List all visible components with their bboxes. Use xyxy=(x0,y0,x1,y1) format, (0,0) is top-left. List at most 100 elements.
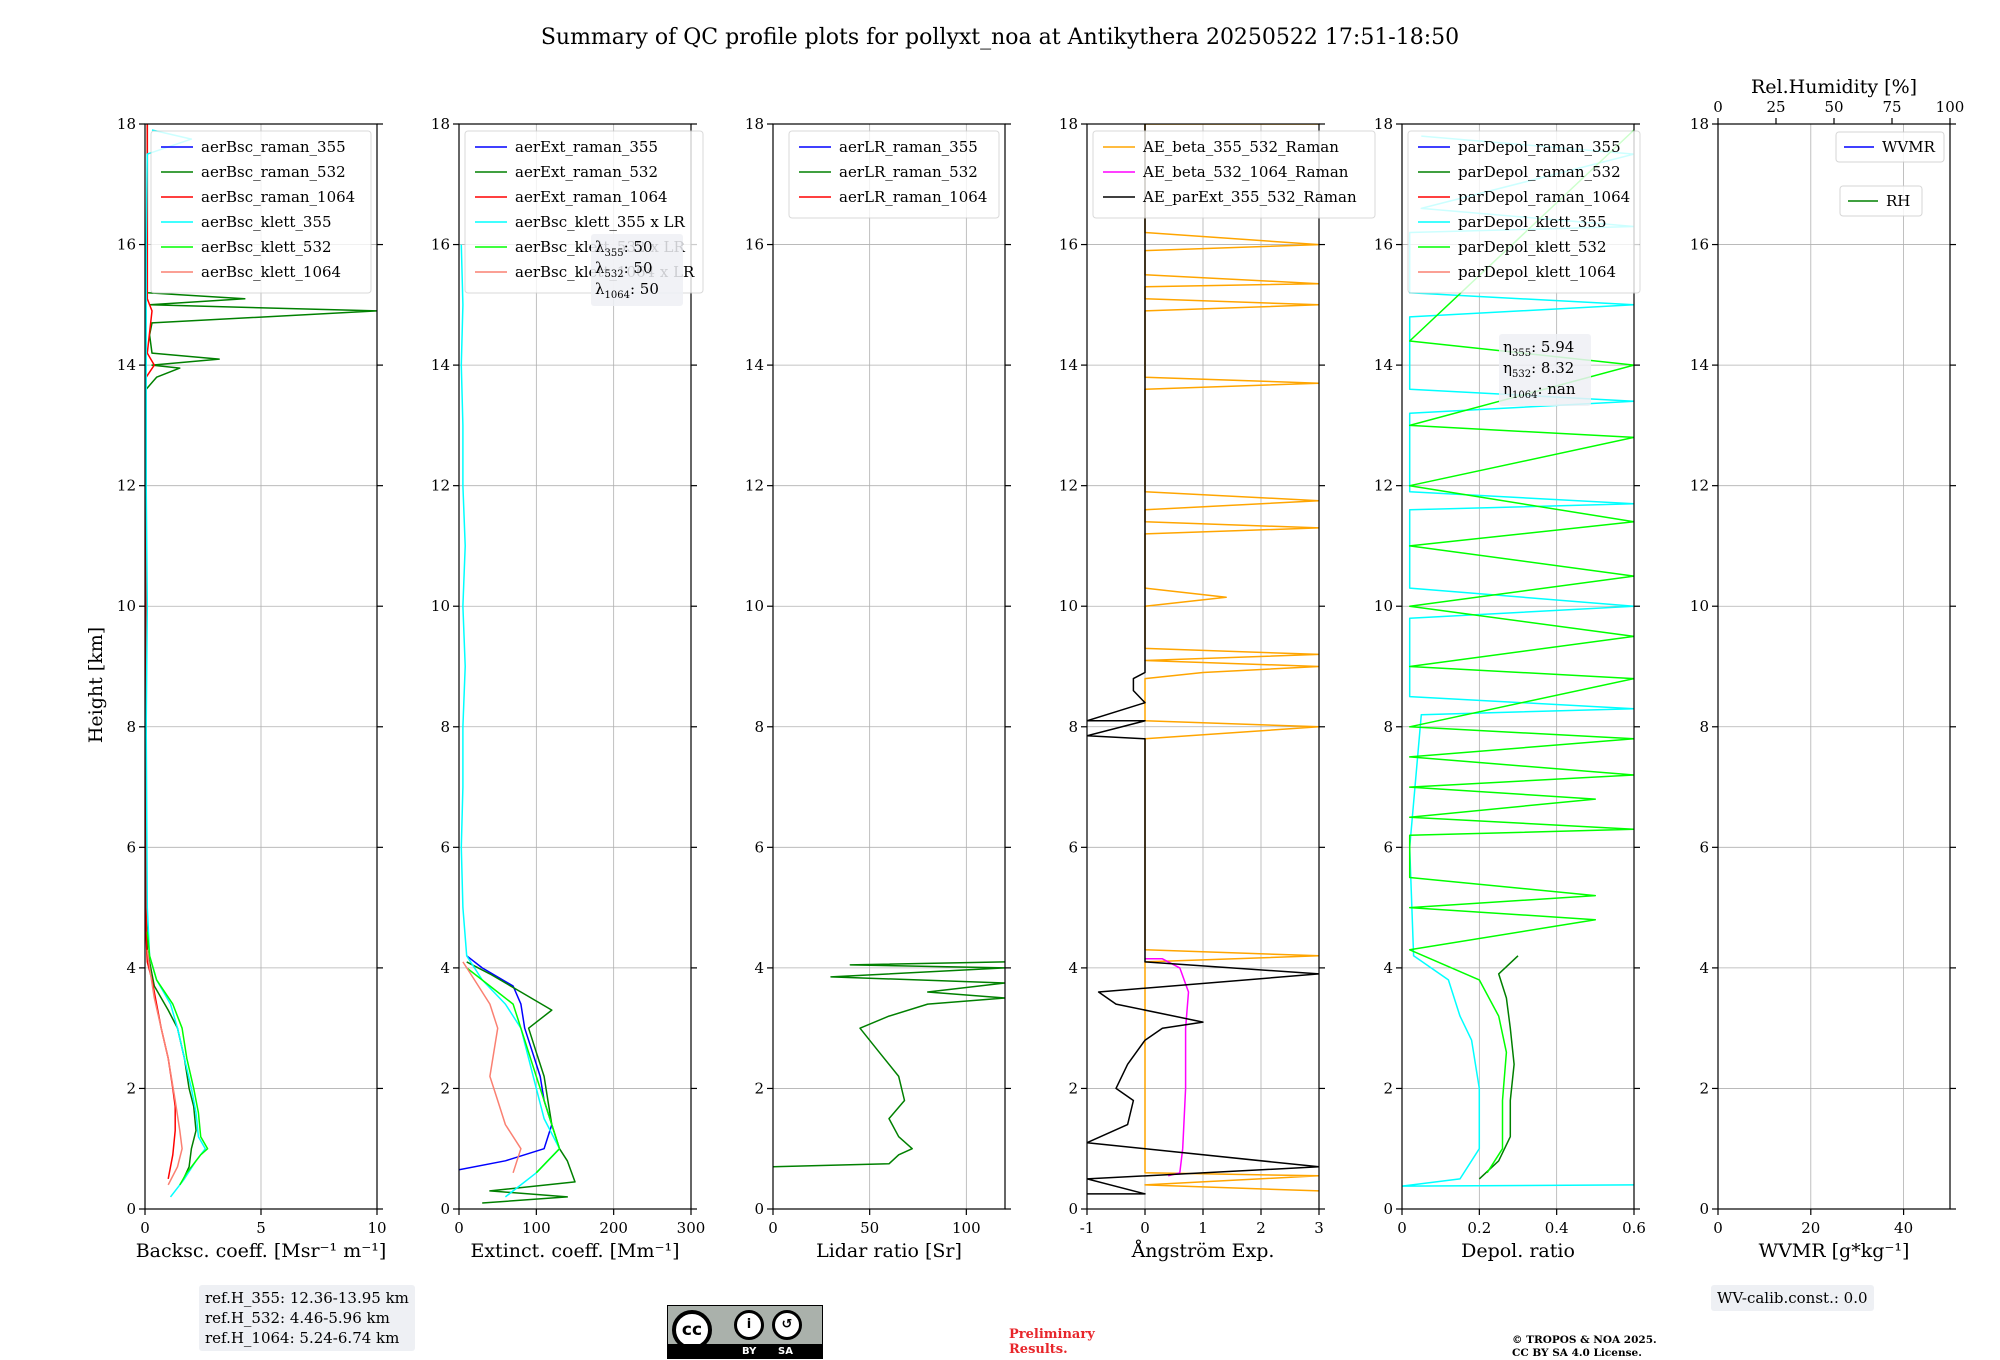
x-tick-label: 0.4 xyxy=(1545,1219,1569,1237)
y-tick-label: 2 xyxy=(1699,1079,1709,1097)
y-tick-label: 16 xyxy=(1059,236,1078,254)
legend-label: parDepol_raman_532 xyxy=(1458,163,1621,181)
y-tick-label: 12 xyxy=(1059,477,1078,495)
series-line-aerBsc_klett_532 x LR xyxy=(466,967,561,1174)
series-line-AE_beta_355_532_Raman xyxy=(1144,124,1319,1192)
y-tick-label: 10 xyxy=(1374,597,1393,615)
panel-extinction: 0 100 200 300 0 2 4 6 8 10 12 14 16 18 Extinct. coeff.… xyxy=(431,115,705,1262)
y-tick-label: 2 xyxy=(440,1079,450,1097)
annotation-text: λ1064: 50 xyxy=(595,280,659,301)
x-tick-label: 20 xyxy=(1801,1219,1820,1237)
top-x-tick-label: 25 xyxy=(1766,98,1785,116)
y-tick-label: 4 xyxy=(754,959,764,977)
y-tick-label: 14 xyxy=(1374,356,1393,374)
series-line-parDepol_raman_532 xyxy=(1478,955,1519,1180)
y-tick-label: 10 xyxy=(117,597,136,615)
x-tick-label: 100 xyxy=(522,1219,551,1237)
x-tick-label: 0 xyxy=(140,1219,150,1237)
y-tick-label: 6 xyxy=(126,838,136,856)
x-tick-label: 0 xyxy=(1140,1219,1150,1237)
x-tick-label: 0 xyxy=(1397,1219,1407,1237)
y-tick-label: 4 xyxy=(1068,959,1078,977)
legend-label: parDepol_klett_1064 xyxy=(1458,263,1616,281)
legend-label: aerBsc_raman_355 xyxy=(201,138,346,156)
y-tick-label: 2 xyxy=(754,1079,764,1097)
panel-backscatter: 0 5 10 0 2 4 6 8 10 12 14 16 18 Backsc. coeff. [Msr⁻¹… xyxy=(117,115,387,1262)
y-tick-label: 12 xyxy=(431,477,450,495)
legend-label: aerBsc_klett_532 xyxy=(201,238,332,256)
copyright-line-2: CC BY SA 4.0 License. xyxy=(1512,1347,1642,1359)
y-tick-label: 4 xyxy=(126,959,136,977)
y-tick-label: 0 xyxy=(1068,1200,1078,1218)
cc-by-sa-icon: cc i ↺ BY SA xyxy=(667,1305,823,1359)
x-tick-label: 5 xyxy=(256,1219,266,1237)
annotation-text: λ355: 50 xyxy=(595,238,653,259)
share-alike-icon: ↺ xyxy=(772,1310,802,1340)
panel-lidar_ratio: 0 50 100 0 2 4 6 8 10 12 14 16 18 Lidar ratio [Sr] aer… xyxy=(745,115,1011,1262)
legend-label: parDepol_raman_1064 xyxy=(1458,188,1630,206)
y-tick-label: 12 xyxy=(1690,477,1709,495)
x-tick-label: 0.2 xyxy=(1467,1219,1491,1237)
series-line-aerBsc_klett_532 xyxy=(146,931,209,1186)
x-axis-label: WVMR [g*kg⁻¹] xyxy=(1759,1240,1910,1262)
legend-label: aerLR_raman_1064 xyxy=(839,188,987,206)
series-line-aerExt_raman_532 xyxy=(466,961,576,1204)
y-tick-label: 18 xyxy=(1690,115,1709,133)
series-line-aerBsc_klett_1064 x LR xyxy=(462,961,522,1174)
y-tick-label: 2 xyxy=(126,1079,136,1097)
x-axis-label: Lidar ratio [Sr] xyxy=(816,1240,962,1262)
y-tick-label: 6 xyxy=(754,838,764,856)
figure-title: Summary of QC profile plots for pollyxt_… xyxy=(541,25,1459,50)
series-group xyxy=(1087,124,1319,1195)
legend: aerLR_raman_355 aerLR_raman_532 aerLR_rama… xyxy=(788,130,1000,219)
by-person-icon: i xyxy=(734,1310,764,1340)
legend: aerBsc_raman_355 aerBsc_raman_532 aerBsc_r… xyxy=(150,130,372,294)
y-tick-label: 18 xyxy=(1059,115,1078,133)
y-tick-label: 6 xyxy=(440,838,450,856)
copyright-note: © TROPOS & NOA 2025. CC BY SA 4.0 Licens… xyxy=(1512,1334,1657,1360)
ref-height-532: ref.H_532: 4.46-5.96 km xyxy=(205,1309,390,1327)
grid-lines xyxy=(1717,123,1950,1210)
top-x-tick-label: 100 xyxy=(1936,98,1965,116)
cc-label: cc xyxy=(672,1310,712,1350)
legend-label: aerBsc_raman_532 xyxy=(201,163,346,181)
annotation-bg xyxy=(1499,334,1591,406)
y-axis-label: Height [km] xyxy=(85,627,107,743)
y-tick-label: 18 xyxy=(117,115,136,133)
top-x-tick-label: 50 xyxy=(1824,98,1843,116)
legend-label: aerLR_raman_532 xyxy=(839,163,978,181)
y-tick-label: 6 xyxy=(1383,838,1393,856)
legend-label: aerExt_raman_355 xyxy=(515,138,658,156)
legend-label: aerBsc_klett_1064 xyxy=(201,263,341,281)
annotation-text: η355: 5.94 xyxy=(1503,338,1574,359)
series-line-parDepol_klett_355 xyxy=(1402,135,1634,1187)
legend-box xyxy=(1407,130,1641,294)
legend-label: AE_beta_532_1064_Raman xyxy=(1142,163,1349,181)
ticks xyxy=(139,123,383,1215)
y-tick-label: 10 xyxy=(1690,597,1709,615)
legend-box xyxy=(788,130,1000,219)
reference-heights-box: ref.H_355: 12.36-13.95 km ref.H_532: 4.4… xyxy=(199,1285,415,1351)
wv-calibration-box: WV-calib.const.: 0.0 xyxy=(1711,1285,1874,1311)
ticks xyxy=(767,123,1011,1215)
panel-depol: 0 0.2 0.4 0.6 0 2 4 6 8 10 12 14 16 18 Depol. ratio par… xyxy=(1374,115,1646,1262)
y-tick-label: 14 xyxy=(745,356,764,374)
grid-lines xyxy=(1086,123,1320,1210)
x-tick-label: 0 xyxy=(1713,1219,1723,1237)
y-tick-label: 16 xyxy=(745,236,764,254)
annotation-bg xyxy=(591,234,683,306)
wv-calibration-constant: WV-calib.const.: 0.0 xyxy=(1717,1289,1868,1307)
legend-box xyxy=(150,130,372,294)
y-tick-label: 10 xyxy=(431,597,450,615)
legend-box xyxy=(1092,130,1376,219)
series-line-AE_parExt_355_532_Raman xyxy=(1087,124,1319,1195)
y-tick-label: 8 xyxy=(440,718,450,736)
x-axis-label: Extinct. coeff. [Mm⁻¹] xyxy=(470,1240,679,1262)
series-line-aerBsc_klett_355 x LR xyxy=(460,244,561,1198)
y-tick-label: 16 xyxy=(117,236,136,254)
x-tick-label: 100 xyxy=(952,1219,981,1237)
legend-label: parDepol_klett_355 xyxy=(1458,213,1607,231)
